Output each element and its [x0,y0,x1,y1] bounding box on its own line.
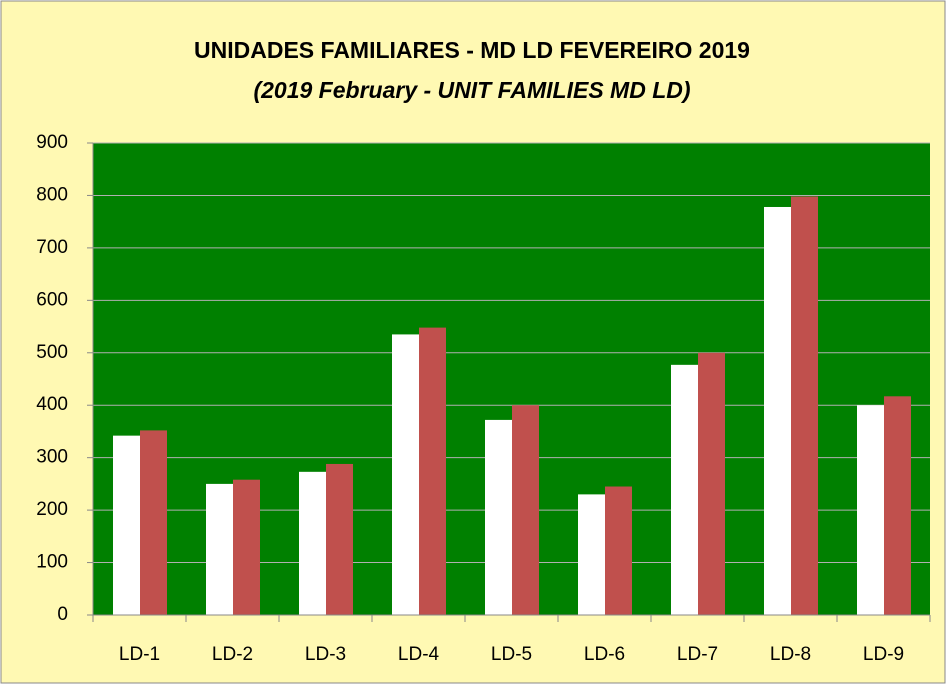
y-tick-label: 900 [36,132,68,153]
bar [419,327,446,615]
y-tick-label: 600 [36,289,68,310]
bar [512,405,539,615]
y-tick-label: 400 [36,394,68,415]
bar [764,206,791,615]
x-tick-label: LD-5 [491,644,532,665]
x-tick-label: LD-6 [584,644,625,665]
bar [299,471,326,615]
chart-subtitle: (2019 February - UNIT FAMILIES MD LD) [253,77,690,103]
bar [578,494,605,615]
x-tick-label: LD-8 [770,644,811,665]
x-tick-label: LD-3 [305,644,346,665]
y-tick-label: 200 [36,499,68,520]
y-tick-label: 100 [36,552,68,573]
bar [326,463,353,615]
bar [233,479,260,615]
x-tick-label: LD-9 [863,644,904,665]
bar [140,430,167,615]
bar [392,334,419,615]
bar [884,396,911,615]
bar [605,486,632,615]
x-tick-label: LD-2 [212,644,253,665]
bar [113,435,140,615]
bar [485,419,512,615]
y-tick-label: 700 [36,237,68,258]
bar [206,483,233,615]
y-tick-label: 0 [57,604,68,625]
x-tick-label: LD-1 [119,644,160,665]
bar [671,364,698,615]
x-tick-label: LD-4 [398,644,440,665]
bar [698,352,725,615]
bar [857,405,884,615]
y-tick-label: 300 [36,447,68,468]
y-tick-label: 800 [36,184,68,205]
y-tick-label: 500 [36,342,68,363]
bar [791,196,818,615]
chart-title: UNIDADES FAMILIARES - MD LD FEVEREIRO 20… [194,37,750,63]
x-tick-label: LD-7 [677,644,718,665]
